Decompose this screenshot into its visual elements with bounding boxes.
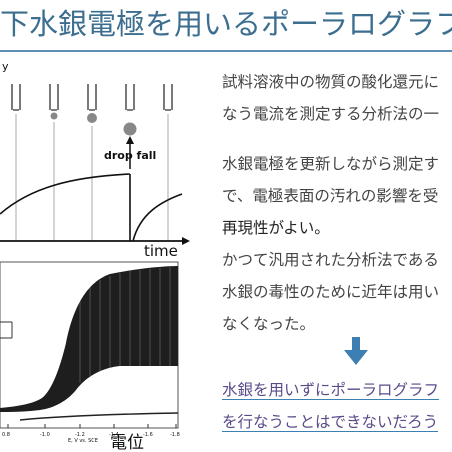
time-gridlines	[15, 114, 169, 241]
text-line: なくなった。	[222, 315, 316, 333]
paragraph-advantage: 水銀電極を更新しながら測定す で、電極表面の汚れの影響を受 再現性がよい。	[222, 148, 452, 244]
text-line: 試料溶液中の物質の酸化還元に	[222, 73, 440, 91]
potential-ticks	[7, 424, 177, 428]
text-line: 再現性がよい。	[222, 219, 330, 237]
text-line: かつて汎用された分析法である	[222, 251, 439, 269]
tick-label: -1.6	[143, 432, 153, 438]
text-line: で、電極表面の汚れの影響を受	[222, 187, 439, 205]
title-divider	[0, 50, 452, 52]
mercury-drops	[50, 112, 137, 136]
text-line: なう電流を測定する分析法の一	[222, 105, 440, 123]
tick-label: 0.8	[2, 432, 10, 438]
tick-label: -1.4	[109, 432, 119, 438]
text-line: 水銀電極を更新しながら測定す	[222, 155, 440, 173]
paragraph-history: かつて汎用された分析法である 水銀の毒性のために近年は用い なくなった。	[222, 244, 452, 340]
axis-caption: E, V vs. SCE	[68, 438, 98, 444]
paragraph-definition: 試料溶液中の物質の酸化還元に なう電流を測定する分析法の一	[222, 66, 452, 130]
current-curve-first-drop	[0, 173, 131, 215]
arrow-down-icon	[344, 337, 368, 365]
mercury-drop	[123, 122, 137, 136]
capillary-tubes	[11, 84, 173, 111]
slide-title: 下水銀電極を用いるポーラログラフィ	[0, 7, 452, 41]
mercury-drop	[50, 112, 58, 120]
oscillation-stripes	[79, 267, 171, 383]
text-line: 水銀の毒性のために近年は用い	[222, 283, 440, 301]
drop-fall-arrow-icon	[126, 136, 134, 144]
text-line: 水銀を用いずにポーラログラフ	[222, 381, 440, 399]
time-axis-label: time	[144, 242, 178, 258]
potential-axis-label: 電位	[110, 433, 144, 452]
mercury-drop	[87, 113, 97, 123]
tick-label: -1.0	[40, 432, 50, 438]
paragraph-question: 水銀を用いずにポーラログラフ を行なうことはできないだろう	[222, 374, 452, 438]
drop-current-time-figure: y drop fall time	[0, 60, 190, 258]
drop-fall-label: drop fall	[104, 149, 156, 162]
polarogram-figure: 0.8 -1.0 -1.2 -1.4 -1.6 -1.8 E, V vs. SC…	[0, 261, 180, 452]
text-line: を行なうことはできないだろう	[222, 413, 439, 431]
tick-label: -1.8	[170, 432, 180, 438]
current-curve-second-drop	[132, 193, 183, 242]
tick-label: -1.2	[75, 432, 85, 438]
time-axis-arrow-icon	[182, 237, 190, 245]
polarogram-oscillation-band	[0, 266, 178, 412]
y-axis-label-fragment: y	[2, 60, 9, 73]
residual-current-line	[19, 412, 179, 421]
